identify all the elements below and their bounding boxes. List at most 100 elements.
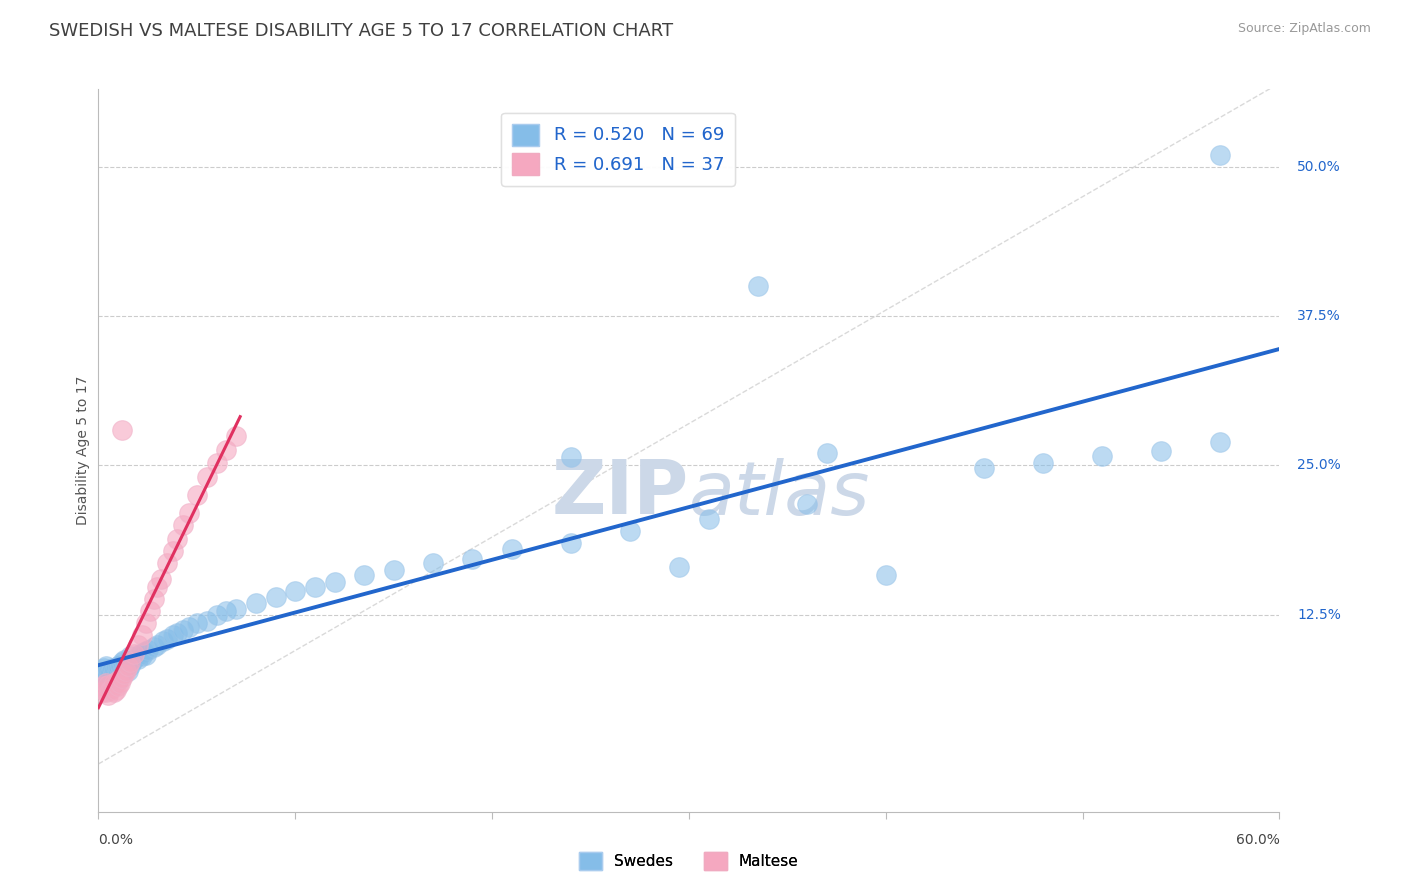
Point — [560, 450, 582, 464]
Point — [131, 628, 153, 642]
Point — [747, 279, 769, 293]
Point — [93, 679, 115, 693]
Point — [172, 623, 194, 637]
Point — [875, 568, 897, 582]
Point — [107, 679, 129, 693]
Text: 50.0%: 50.0% — [1298, 160, 1341, 174]
Point — [150, 572, 173, 586]
Point — [177, 619, 200, 633]
Point — [142, 592, 165, 607]
Point — [111, 665, 134, 679]
Point — [97, 664, 120, 678]
Point — [501, 541, 523, 556]
Point — [245, 596, 267, 610]
Text: 25.0%: 25.0% — [1298, 458, 1341, 473]
Point — [973, 460, 995, 475]
Point — [103, 675, 125, 690]
Point — [162, 544, 184, 558]
Point — [135, 615, 157, 630]
Point — [112, 663, 135, 677]
Point — [101, 661, 124, 675]
Point — [284, 583, 307, 598]
Point — [304, 580, 326, 594]
Point — [111, 656, 134, 670]
Point — [111, 671, 134, 685]
Point — [177, 506, 200, 520]
Point — [166, 625, 188, 640]
Point — [195, 614, 218, 628]
Point — [117, 664, 139, 678]
Point — [128, 647, 150, 661]
Point — [146, 580, 169, 594]
Point — [668, 560, 690, 574]
Point — [186, 488, 208, 502]
Point — [138, 604, 160, 618]
Point — [118, 659, 141, 673]
Point — [156, 557, 179, 571]
Point — [105, 671, 128, 685]
Point — [323, 575, 346, 590]
Point — [115, 664, 138, 678]
Point — [146, 638, 169, 652]
Point — [121, 656, 143, 670]
Point — [98, 675, 121, 690]
Point — [172, 518, 194, 533]
Point — [132, 645, 155, 659]
Point — [107, 673, 129, 688]
Point — [105, 660, 128, 674]
Point — [1091, 449, 1114, 463]
Point — [815, 446, 838, 460]
Point — [96, 675, 118, 690]
Point — [96, 659, 118, 673]
Text: ZIP: ZIP — [551, 458, 689, 531]
Text: atlas: atlas — [689, 458, 870, 530]
Point — [136, 643, 159, 657]
Point — [115, 660, 138, 674]
Point — [101, 681, 124, 695]
Point — [91, 667, 114, 681]
Point — [162, 628, 184, 642]
Point — [135, 648, 157, 663]
Point — [112, 667, 135, 681]
Point — [96, 685, 118, 699]
Point — [97, 673, 120, 688]
Point — [117, 654, 139, 668]
Point — [118, 649, 141, 664]
Point — [1150, 444, 1173, 458]
Point — [796, 497, 818, 511]
Point — [112, 653, 135, 667]
Point — [108, 675, 131, 690]
Point — [111, 423, 134, 437]
Point — [215, 604, 238, 618]
Point — [93, 661, 115, 675]
Point — [166, 533, 188, 547]
Point — [560, 536, 582, 550]
Point — [142, 640, 165, 654]
Point — [127, 638, 149, 652]
Point — [122, 652, 145, 666]
Point — [91, 685, 114, 699]
Point — [131, 649, 153, 664]
Point — [205, 456, 228, 470]
Y-axis label: Disability Age 5 to 17: Disability Age 5 to 17 — [76, 376, 90, 525]
Point — [122, 647, 145, 661]
Point — [619, 524, 641, 538]
Point — [103, 663, 125, 677]
Point — [422, 557, 444, 571]
Point — [353, 568, 375, 582]
Point — [215, 442, 238, 457]
Point — [103, 670, 125, 684]
Point — [205, 607, 228, 622]
Point — [697, 512, 720, 526]
Point — [127, 652, 149, 666]
Point — [97, 678, 120, 692]
Point — [1209, 434, 1232, 449]
Point — [1209, 148, 1232, 162]
Text: 60.0%: 60.0% — [1236, 833, 1279, 847]
Point — [107, 664, 129, 678]
Point — [105, 682, 128, 697]
Point — [118, 656, 141, 670]
Point — [97, 688, 120, 702]
Point — [101, 668, 124, 682]
Point — [96, 671, 118, 685]
